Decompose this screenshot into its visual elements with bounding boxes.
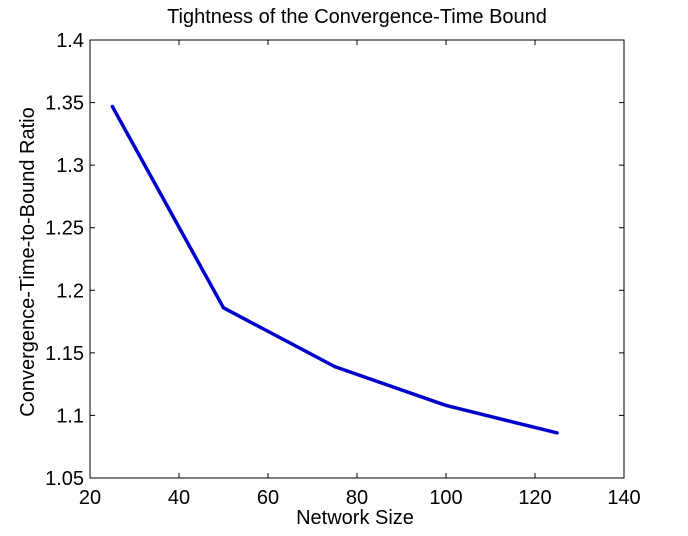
x-tick-label: 140 xyxy=(607,487,640,509)
data-point xyxy=(333,365,337,369)
data-point xyxy=(221,306,226,310)
x-tick-label: 40 xyxy=(168,487,190,509)
chart-title: Tightness of the Convergence-Time Bound xyxy=(167,6,547,28)
x-tick-label: 100 xyxy=(429,487,462,509)
axis-tick-labels: 20 40 60 80 100 120 140 1.05 1.1 1.15 1.2 1.25 1.3 1.… xyxy=(45,30,641,509)
data-point xyxy=(555,431,559,435)
data-point xyxy=(110,104,114,108)
x-tick-label: 120 xyxy=(518,487,551,509)
x-tick-label: 20 xyxy=(79,487,101,509)
y-axis-label: Convergence-Time-to-Bound Ratio xyxy=(17,107,39,416)
x-tick-label: 80 xyxy=(346,487,368,509)
y-tick-label: 1.3 xyxy=(56,155,84,177)
y-tick-label: 1.1 xyxy=(56,405,84,427)
series-layer xyxy=(110,104,559,435)
x-tick-label: 60 xyxy=(257,487,279,509)
y-tick-label: 1.25 xyxy=(45,218,84,240)
y-tick-label: 1.35 xyxy=(45,93,84,115)
plot-area xyxy=(89,39,625,479)
y-tick-label: 1.05 xyxy=(45,468,84,490)
data-point xyxy=(444,403,448,408)
y-tick-label: 1.15 xyxy=(45,343,84,365)
x-axis-label: Network Size xyxy=(296,507,414,529)
y-tick-label: 1.2 xyxy=(56,280,84,302)
y-tick-label: 1.4 xyxy=(56,30,84,52)
axis-ticks xyxy=(89,39,625,479)
